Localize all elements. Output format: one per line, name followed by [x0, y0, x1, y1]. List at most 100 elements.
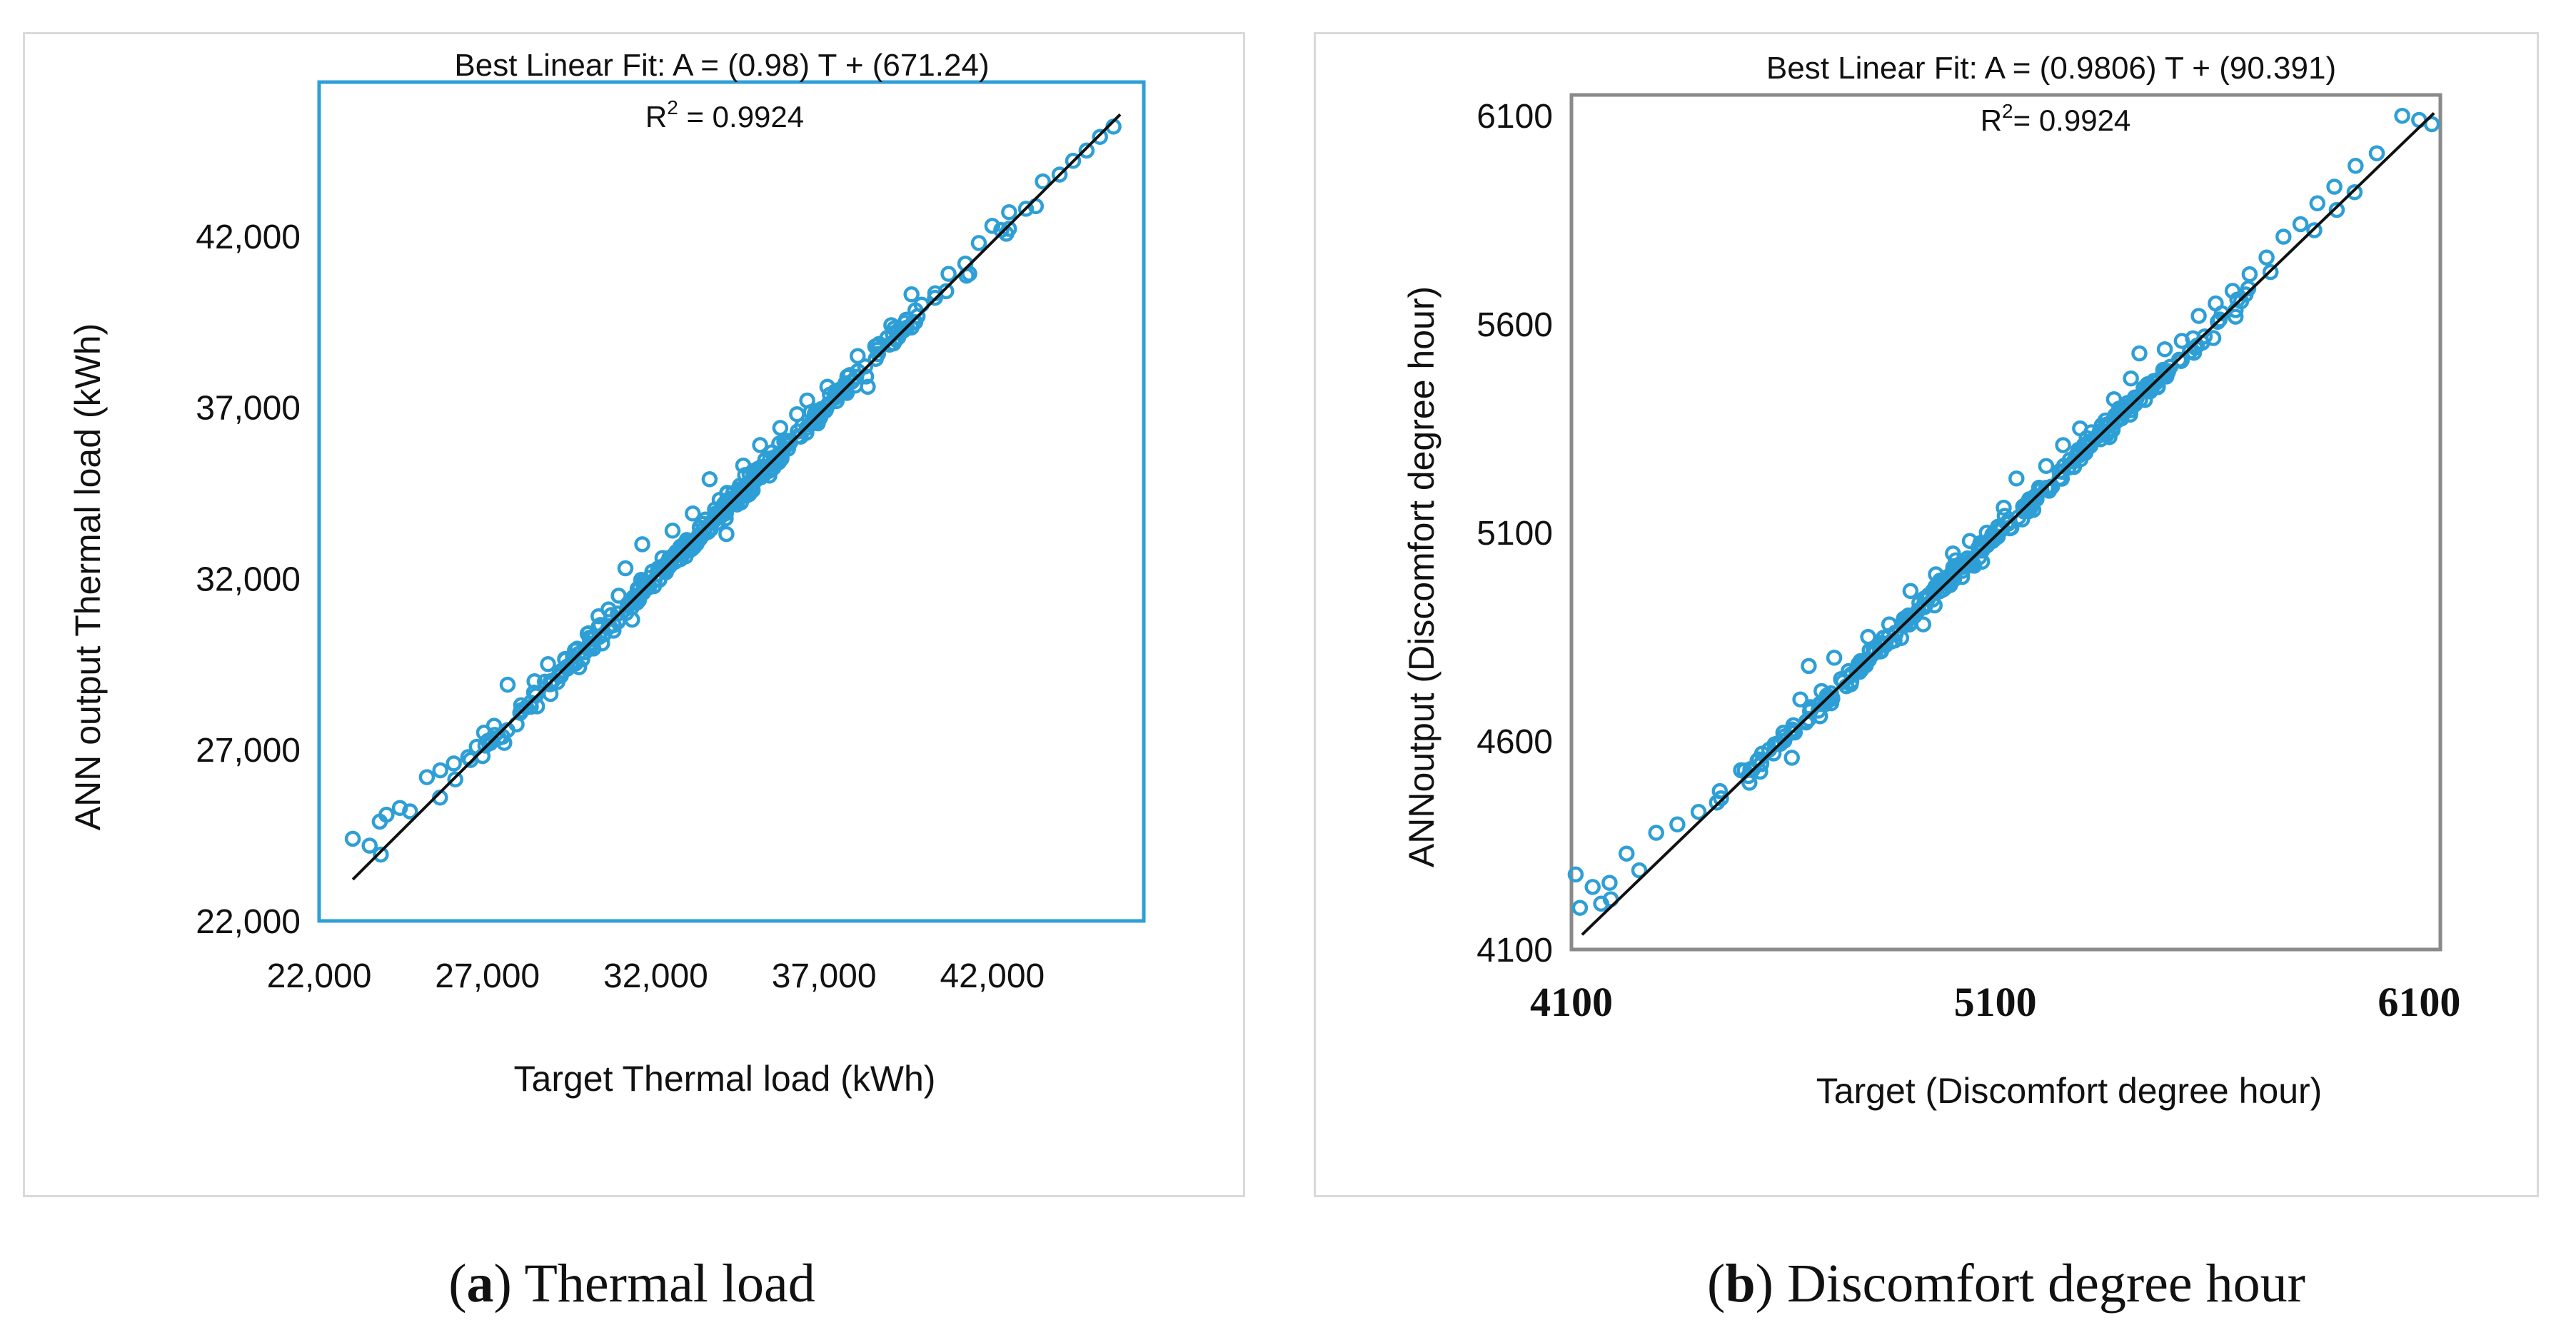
- data-point: [660, 553, 677, 570]
- r-squared-label: R2= 0.9924: [1981, 100, 2131, 137]
- data-point: [867, 338, 884, 355]
- data-point: [1752, 763, 1769, 780]
- caption-letter: b: [1725, 1254, 1756, 1314]
- chart-title: Best Linear Fit: A = (0.9806) T + (90.39…: [1766, 51, 2336, 86]
- r-squared-value: = 0.9924: [678, 100, 804, 134]
- data-point: [677, 539, 694, 555]
- data-point: [499, 676, 516, 693]
- data-point: [1875, 635, 1891, 652]
- data-point: [1065, 153, 1082, 169]
- data-point: [2210, 313, 2226, 331]
- data-point: [2131, 345, 2148, 362]
- data-point: [701, 471, 718, 488]
- data-point: [664, 523, 681, 539]
- caption-text: Discomfort degree hour: [1786, 1254, 2305, 1314]
- y-tick-label: 5600: [1476, 306, 1553, 344]
- data-point: [2326, 178, 2343, 195]
- data-point: [2328, 201, 2345, 218]
- x-tick-label: 5100: [1954, 979, 2037, 1025]
- data-point: [1078, 142, 1095, 159]
- y-axis-ticks: 4100 4600 5100 5600 6100: [1476, 98, 1553, 969]
- data-point: [1792, 691, 1808, 707]
- data-point: [1669, 816, 1686, 833]
- data-point: [2051, 470, 2068, 486]
- best-fit-line: [351, 113, 1122, 881]
- data-point: [2156, 341, 2173, 358]
- data-point: [1984, 533, 2001, 550]
- data-point: [1631, 862, 1648, 879]
- x-tick-label: 32,000: [603, 957, 708, 995]
- data-point: [557, 650, 573, 668]
- data-point: [984, 218, 1001, 234]
- data-point: [1801, 710, 1817, 727]
- data-point: [1852, 662, 1868, 679]
- data-point: [685, 505, 701, 522]
- data-point: [1000, 221, 1017, 237]
- data-point: [742, 475, 759, 493]
- scatter-series: [1567, 107, 2440, 916]
- data-point: [2102, 415, 2119, 431]
- data-point: [361, 837, 378, 854]
- data-point: [2348, 158, 2364, 174]
- y-axis-ticks: 22,000 27,000 32,000 37,000 42,000: [196, 218, 301, 941]
- r-squared-label: R2 = 0.9924: [645, 96, 804, 134]
- plot-area-frame: [317, 80, 1146, 923]
- data-point: [1618, 845, 1635, 862]
- data-point: [2027, 488, 2044, 504]
- data-point: [634, 536, 650, 553]
- r-squared-prefix: R: [645, 100, 667, 134]
- data-point: [1823, 685, 1839, 702]
- y-tick-label: 4600: [1476, 723, 1553, 761]
- panel-thermal-load: 22,000 27,000 32,000 37,000 42,000 22,000 27,…: [23, 32, 1245, 1197]
- data-point: [2055, 437, 2071, 453]
- data-point: [490, 730, 507, 746]
- data-point: [1936, 574, 1953, 591]
- data-point: [1584, 879, 1601, 895]
- data-point: [576, 644, 593, 660]
- data-point: [2241, 266, 2258, 283]
- x-tick-label: 27,000: [435, 957, 540, 995]
- caption-text: Thermal load: [524, 1254, 815, 1314]
- data-point: [772, 420, 789, 436]
- data-point: [378, 807, 395, 823]
- y-tick-label: 5100: [1476, 515, 1553, 553]
- data-point: [2146, 375, 2163, 391]
- data-point: [826, 387, 843, 403]
- data-point: [2123, 370, 2139, 387]
- data-point: [1709, 794, 1726, 811]
- data-point: [2060, 459, 2077, 476]
- data-point: [903, 286, 920, 303]
- data-point: [622, 593, 639, 609]
- data-point: [970, 235, 987, 251]
- data-point: [2038, 458, 2055, 474]
- data-point: [2258, 249, 2275, 266]
- data-point: [2394, 107, 2410, 124]
- x-axis-ticks: 22,000 27,000 32,000 37,000 42,000: [267, 957, 1045, 995]
- y-axis-label: ANN output Thermal load (kWh): [68, 323, 108, 830]
- data-point: [2038, 480, 2055, 496]
- x-tick-label: 37,000: [772, 957, 877, 995]
- data-point: [649, 565, 666, 583]
- data-point: [1996, 499, 2012, 516]
- y-tick-label: 6100: [1476, 98, 1553, 136]
- data-point: [850, 348, 866, 364]
- data-point: [1567, 866, 1584, 883]
- data-point: [1810, 702, 1827, 719]
- data-point: [2240, 280, 2257, 297]
- data-point: [2262, 263, 2279, 281]
- data-point: [2227, 308, 2244, 325]
- data-point: [1713, 790, 1729, 807]
- data-point: [1001, 203, 1017, 221]
- data-point: [1801, 658, 1817, 675]
- data-point: [2306, 222, 2323, 238]
- data-point: [1571, 900, 1589, 916]
- data-point: [447, 771, 463, 787]
- data-point: [2162, 358, 2179, 375]
- data-point: [718, 510, 734, 527]
- data-point: [1017, 201, 1035, 217]
- data-point: [1051, 166, 1068, 183]
- data-point: [432, 762, 448, 779]
- data-point: [1946, 571, 1963, 588]
- x-tick-label: 6100: [2378, 979, 2460, 1025]
- data-point: [543, 672, 559, 690]
